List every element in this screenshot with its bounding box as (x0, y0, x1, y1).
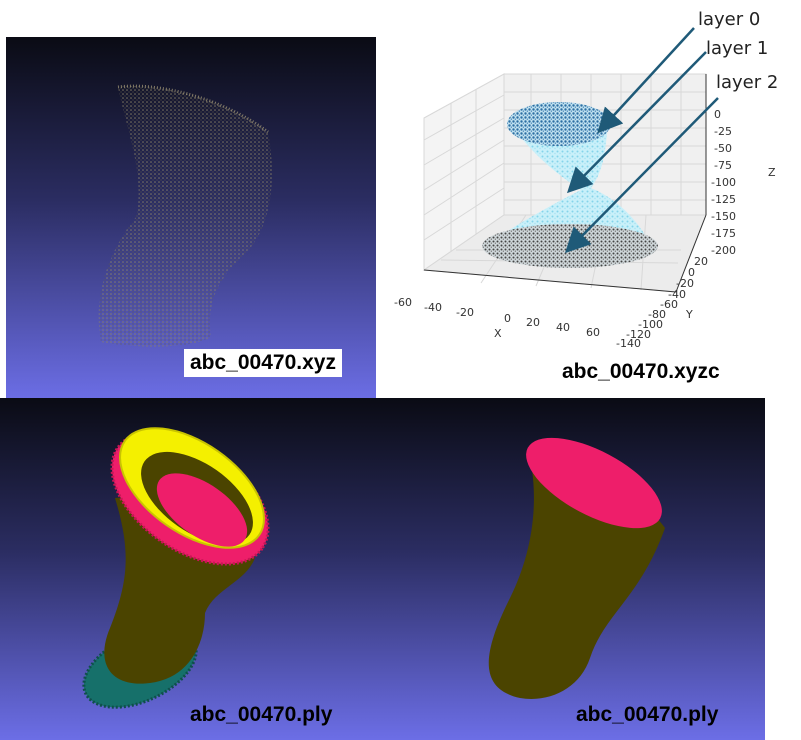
ply-mesh-panel: abc_00470.ply (380, 398, 765, 740)
svg-text:-25: -25 (714, 125, 732, 138)
svg-text:-100: -100 (711, 176, 736, 189)
layer-0-label: layer 0 (698, 9, 760, 30)
ply-left-caption: abc_00470.ply (190, 703, 333, 726)
svg-text:-125: -125 (711, 193, 736, 206)
x-axis-label: X (494, 327, 502, 340)
z-axis-label: Z (768, 166, 776, 179)
xyzc-caption: abc_00470.xyzc (562, 360, 720, 383)
x-tick-labels: -60 -40 -20 0 20 40 60 (394, 296, 600, 339)
svg-text:-60: -60 (660, 298, 678, 311)
svg-text:-100: -100 (638, 318, 663, 331)
axes-frame (423, 74, 707, 293)
svg-text:-120: -120 (626, 328, 651, 341)
xyzc-3d-plot: layer 0 layer 1 layer 2 0 -25 -50 -75 -1… (394, 9, 778, 350)
point-cloud-shape (98, 86, 272, 347)
xyz-caption: abc_00470.xyz (184, 349, 342, 377)
svg-text:0: 0 (504, 312, 511, 325)
svg-text:-20: -20 (456, 306, 474, 319)
svg-text:-175: -175 (711, 227, 736, 240)
svg-text:20: 20 (694, 255, 708, 268)
svg-text:-140: -140 (616, 337, 641, 350)
layer-2-label: layer 2 (716, 72, 778, 93)
y-axis-label: Y (685, 308, 693, 321)
svg-text:-50: -50 (714, 142, 732, 155)
svg-text:-80: -80 (648, 308, 666, 321)
svg-text:20: 20 (526, 316, 540, 329)
ply-segmented-mesh (82, 427, 270, 709)
ply-mesh (488, 437, 665, 699)
svg-text:-60: -60 (394, 296, 412, 309)
svg-text:-200: -200 (711, 244, 736, 257)
svg-text:-150: -150 (711, 210, 736, 223)
layer-1-label: layer 1 (706, 38, 768, 59)
layer-0-points (507, 102, 611, 146)
xyz-point-cloud-panel: abc_00470.xyz (6, 37, 376, 400)
ply-segmented-panel: abc_00470.ply (0, 398, 380, 740)
xyz-point-cloud (98, 84, 272, 347)
z-tick-labels: 0 -25 -50 -75 -100 -125 -150 -175 -200 (711, 108, 736, 257)
svg-text:-40: -40 (424, 301, 442, 314)
magenta-top-face (526, 437, 662, 529)
svg-text:0: 0 (714, 108, 721, 121)
layer-arrows (564, 27, 719, 254)
y-tick-labels: 20 0 -20 -40 -60 -80 -100 -120 -140 (616, 255, 708, 350)
svg-text:0: 0 (688, 266, 695, 279)
svg-text:-40: -40 (668, 288, 686, 301)
svg-text:-20: -20 (676, 277, 694, 290)
svg-text:60: 60 (586, 326, 600, 339)
magenta-face (156, 473, 248, 547)
layer-2-points (482, 224, 658, 268)
svg-text:-75: -75 (714, 159, 732, 172)
ply-right-caption: abc_00470.ply (576, 703, 719, 726)
svg-text:40: 40 (556, 321, 570, 334)
xyzc-3d-plot-panel: layer 0 layer 1 layer 2 0 -25 -50 -75 -1… (376, 0, 801, 400)
